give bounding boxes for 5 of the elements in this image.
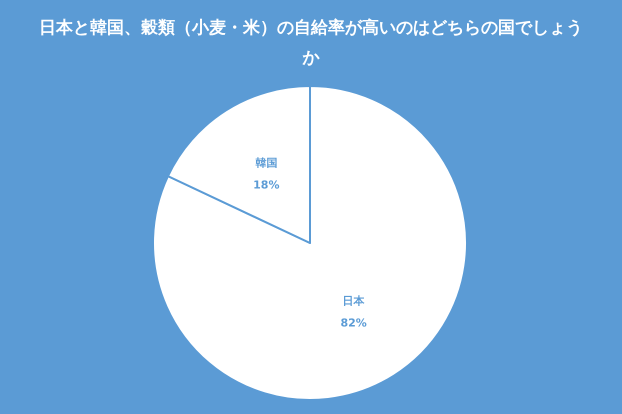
data-label: 82%	[340, 316, 367, 330]
chart-title: 日本と韓国、穀類（小麦・米）の自給率が高いのはどちらの国でしょうか	[39, 18, 583, 68]
data-label: 18%	[253, 178, 280, 192]
slice-label: 日本	[342, 294, 366, 308]
slice-label: 韓国	[255, 156, 278, 170]
